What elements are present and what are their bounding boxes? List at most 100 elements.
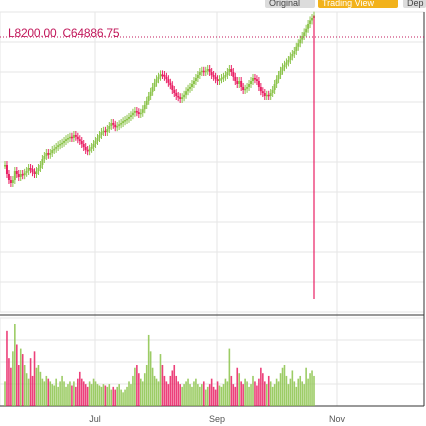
tab-original[interactable]: Original	[265, 0, 315, 8]
volume-bar	[19, 348, 22, 406]
candle-body	[220, 78, 223, 80]
candle-body	[61, 142, 64, 145]
candle-body	[273, 84, 276, 90]
volume-bar	[281, 367, 284, 406]
volume-bar	[197, 384, 199, 406]
volume-bar	[210, 378, 213, 406]
volume-bar	[43, 381, 46, 406]
candle-body	[246, 87, 249, 89]
volume-bar	[157, 381, 160, 406]
candle-body	[214, 76, 217, 80]
candle-body	[17, 174, 20, 177]
volume-bar	[224, 378, 227, 406]
volume-bar	[246, 381, 248, 406]
volume-bar	[195, 378, 197, 406]
volume-bar	[39, 371, 42, 406]
volume-bar	[248, 386, 250, 406]
volume-bar	[51, 384, 54, 406]
volume-bar	[27, 378, 30, 406]
candle-body	[19, 174, 22, 177]
candle-body	[200, 70, 203, 73]
candle-body	[92, 144, 95, 147]
candle-body	[238, 81, 241, 84]
volume-bar	[102, 384, 105, 406]
tab-bar: Original Trading View Dep	[0, 0, 426, 10]
volume-bar	[132, 375, 134, 406]
candle-body	[187, 88, 190, 92]
candle-body	[86, 150, 89, 152]
volume-bar	[232, 384, 235, 406]
candle-body	[90, 147, 93, 149]
candle-body	[122, 121, 125, 123]
candle-body	[82, 144, 85, 147]
volume-bar	[228, 348, 231, 406]
volume-bar	[17, 365, 20, 406]
candle-body	[285, 62, 288, 65]
volume-bar	[254, 381, 256, 406]
volume-bar	[124, 389, 126, 406]
candle-body	[192, 81, 195, 84]
volume-bar	[126, 386, 128, 406]
volume-bar	[216, 381, 219, 406]
volume-bar	[138, 373, 140, 406]
candle-body	[159, 74, 162, 77]
candle-body	[110, 123, 113, 126]
candle-body	[190, 84, 193, 87]
candle-body	[181, 97, 184, 99]
candle-body	[244, 88, 247, 91]
volume-bar	[55, 378, 57, 406]
volume-bar	[256, 385, 258, 406]
volume-bar	[112, 386, 115, 406]
candle-body	[120, 123, 123, 125]
candle-body	[65, 139, 68, 141]
volume-bar	[307, 378, 309, 406]
volume-bar	[116, 386, 118, 406]
volume-bar	[128, 381, 130, 406]
candle-body	[210, 72, 213, 75]
candle-body	[289, 56, 292, 60]
candle-body	[251, 78, 254, 81]
candle-body	[70, 136, 73, 139]
tab-trading-view[interactable]: Trading View	[318, 0, 398, 8]
x-tick-label: Sep	[209, 414, 225, 424]
candle-body	[126, 118, 129, 121]
candle-body	[78, 139, 81, 141]
volume-bar	[140, 378, 142, 406]
candle-body	[216, 79, 219, 81]
volume-bar	[230, 375, 233, 406]
volume-bar	[143, 373, 146, 406]
volume-bar	[297, 378, 300, 406]
volume-bar	[212, 386, 215, 406]
volume-bar	[149, 351, 152, 406]
candle-body	[206, 69, 209, 71]
tab-dep[interactable]: Dep	[403, 0, 426, 8]
candle-body	[47, 153, 50, 155]
volume-bar	[293, 381, 296, 406]
volume-bar	[71, 385, 73, 406]
volume-bar	[183, 384, 185, 406]
candle-body	[96, 138, 99, 141]
volume-bar	[122, 392, 124, 406]
candle-body	[39, 165, 42, 168]
volume-bar	[10, 367, 12, 406]
candle-body	[100, 132, 103, 135]
volume-bar	[193, 381, 195, 406]
candle-body	[141, 109, 144, 113]
volume-bar	[191, 386, 193, 406]
volume-bar	[29, 358, 32, 406]
volume-bar	[303, 384, 305, 406]
candle-body	[208, 69, 211, 72]
volume-bar	[23, 365, 26, 406]
volume-bar	[141, 381, 144, 406]
candle-body	[55, 147, 58, 149]
candle-body	[29, 168, 32, 170]
volume-bar	[100, 386, 103, 406]
x-tick-label: Nov	[329, 414, 346, 424]
volume-bar	[165, 381, 168, 406]
candle-body	[287, 60, 290, 63]
volume-bar	[250, 384, 252, 406]
candle-body	[124, 120, 127, 122]
candle-body	[114, 124, 117, 128]
candle-body	[143, 105, 146, 110]
